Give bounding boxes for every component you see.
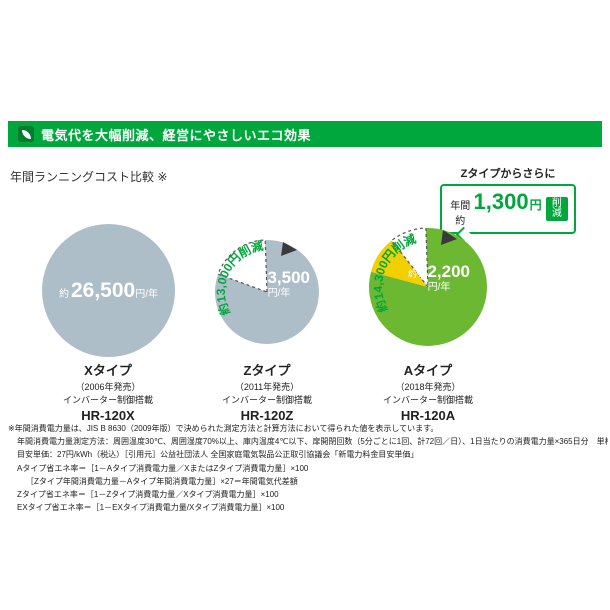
a-model: HR-120A xyxy=(400,408,456,423)
chart-x-circle: 約 26,500 円/年 xyxy=(42,224,175,357)
a-unit: 円/年 xyxy=(427,282,451,294)
a-approx: 約 xyxy=(407,269,417,279)
header-bar: 電気代を大幅削減、経営にやさしいエコ効果 xyxy=(8,121,602,147)
a-year: （2018年発売） xyxy=(395,382,461,392)
eco-leaf-icon xyxy=(18,126,34,142)
footnote-line: EXタイプ省エネ率＝［1－EXタイプ消費電力量/Xタイプ消費電力量］×100 xyxy=(17,503,285,513)
z-removed-wedge-outline xyxy=(217,239,268,293)
z-name: Zタイプ xyxy=(243,363,291,378)
chart-a: 約14,300円削減 約 12,200 円/年 xyxy=(355,220,505,360)
z-arrow-head-icon xyxy=(281,242,297,256)
a-type-label: Aタイプ （2018年発売） インバーター制御搭載 HR-120A xyxy=(358,360,498,423)
z-type-label: Zタイプ （2011年発売） インバーター制御搭載 HR-120Z xyxy=(197,360,337,423)
x-name: Xタイプ xyxy=(84,363,132,378)
a-arrow-head-icon xyxy=(441,230,457,245)
x-model: HR-120X xyxy=(81,408,135,423)
x-year: （2006年発売） xyxy=(75,382,141,392)
a-extra-savings-wedge xyxy=(371,240,428,287)
z-unit: 円/年 xyxy=(267,288,291,300)
z-approx: 約 xyxy=(247,275,257,285)
footnotes: ※年間消費電力量は、JIS B 8630（2009年版）で決められた測定方法と計… xyxy=(8,422,608,514)
callout-amount: 1,300 xyxy=(473,189,529,214)
x-feature: インバーター制御搭載 xyxy=(62,395,153,405)
chart-z: 約13,000円削減 約 13,500 円/年 xyxy=(197,222,347,362)
footnote-line: ※年間消費電力量は、JIS B 8630（2009年版）で決められた測定方法と計… xyxy=(8,424,439,433)
z-feature: インバーター制御搭載 xyxy=(221,395,312,405)
a-cost-value: 約 12,200 円/年 xyxy=(401,262,477,294)
z-cost-value: 約 13,500 円/年 xyxy=(241,268,317,300)
a-pie xyxy=(368,227,487,346)
x-approx: 約 xyxy=(58,288,69,300)
footnote-line: Zタイプ省エネ率＝［1－Zタイプ消費電力量／Xタイプ消費電力量］×100 xyxy=(17,489,279,499)
x-amount: 26,500 xyxy=(70,278,136,302)
callout-box: 年間約 1,300 円 削減 xyxy=(440,184,576,243)
x-unit: 円/年 xyxy=(135,288,158,300)
a-feature: インバーター制御搭載 xyxy=(382,395,473,405)
callout-prefix: 年間約 xyxy=(450,201,471,227)
a-chart-svg: 約14,300円削減 xyxy=(368,227,487,346)
z-chart-svg: 約13,000円削減 xyxy=(214,238,319,344)
footnote-line: ［Zタイプ年間消費電力量－Aタイプ年間消費電力量］×27＝年間電気代差額 xyxy=(26,476,298,486)
z-pie xyxy=(214,239,319,344)
footnote-line: Aタイプ省エネ率＝［1－Aタイプ消費電力量／XまたはZタイプ消費電力量］×100 xyxy=(17,463,309,473)
section-title: 年間ランニングコスト比較 ※ xyxy=(10,170,168,184)
a-name: Aタイプ xyxy=(403,363,453,378)
z-amount: 13,500 xyxy=(258,268,310,287)
callout-badge: 削減 xyxy=(545,197,568,221)
footnote-line: 目安単価：27円/kWh（税込）［引用元］公益社団法人 全国家庭電気製品公正取引… xyxy=(17,450,419,460)
footnote-line: 年間消費電力量測定方法：周囲温度30℃、周囲湿度70%以上、庫内温度4℃以下、扉… xyxy=(17,437,608,447)
callout-label: Zタイプからさらに xyxy=(460,168,556,180)
callout-unit: 円 xyxy=(529,198,542,212)
x-cost-value: 約 26,500 円/年 xyxy=(59,279,158,303)
x-type-label: Xタイプ （2006年発売） インバーター制御搭載 HR-120X xyxy=(38,360,178,423)
z-model: HR-120Z xyxy=(240,408,294,423)
savings-callout: Zタイプからさらに 年間約 1,300 円 削減 xyxy=(440,165,576,243)
a-amount: 12,200 xyxy=(418,262,470,281)
header-title: 電気代を大幅削減、経営にやさしいエコ効果 xyxy=(41,127,312,143)
z-year: （2011年発売） xyxy=(234,382,300,392)
